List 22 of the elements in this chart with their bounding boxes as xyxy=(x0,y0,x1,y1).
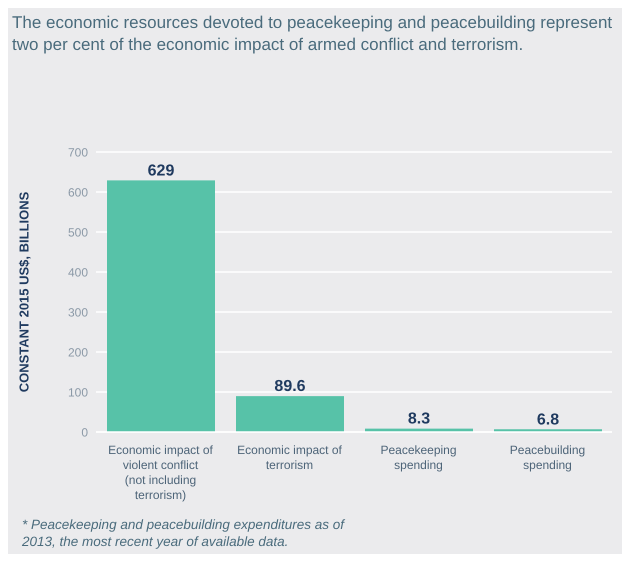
chart-title: The economic resources devoted to peacekeeping and peacebuilding represent two per cent of the economic impact of armed conflict and terrorism. xyxy=(11,12,614,56)
y-tick-label: 200 xyxy=(68,345,88,360)
text: * Peacekeeping and peacebuilding expenditures as of 2013, the most recent year of available data. xyxy=(22,516,346,550)
bar xyxy=(236,396,344,432)
y-tick-label: 600 xyxy=(68,185,88,200)
x-tick-label: Peacekeeping spending xyxy=(380,443,457,472)
data-label: 89.6 xyxy=(274,378,306,396)
bar xyxy=(365,428,473,432)
y-tick-label: 300 xyxy=(68,305,88,320)
y-tick-label: 700 xyxy=(68,145,88,160)
x-tick-label: Economic impact of violent conflict (not including terrorism) xyxy=(108,443,214,502)
bar xyxy=(107,180,215,432)
data-label: 8.3 xyxy=(408,410,430,428)
y-tick-label: 500 xyxy=(68,225,88,240)
x-tick-label: Economic impact of terrorism xyxy=(237,443,343,472)
x-tick-label: Peacebuilding spending xyxy=(510,443,586,472)
y-axis-title: CONSTANT 2015 US$, BILLIONS xyxy=(16,191,32,392)
y-tick-label: 400 xyxy=(68,265,88,280)
y-tick-label: 0 xyxy=(81,425,88,440)
y-tick-label: 100 xyxy=(68,385,88,400)
data-label: 629 xyxy=(148,162,174,180)
data-label: 6.8 xyxy=(536,411,560,428)
